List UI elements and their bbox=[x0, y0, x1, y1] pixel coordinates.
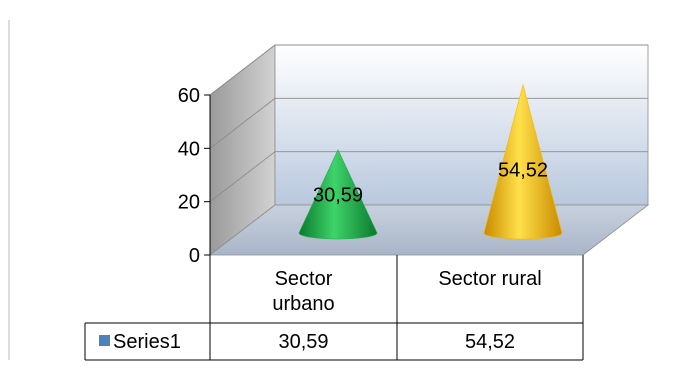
data-label: 54,52 bbox=[498, 160, 548, 182]
category-label: urbano bbox=[272, 293, 334, 315]
cones bbox=[298, 83, 563, 240]
category-label: Sector bbox=[275, 268, 333, 290]
y-tick-label: 20 bbox=[178, 192, 200, 214]
category-label: Sector rural bbox=[438, 268, 541, 290]
legend-marker bbox=[99, 335, 110, 346]
y-axis: 0 20 40 60 bbox=[178, 85, 211, 267]
y-tick-label: 60 bbox=[178, 85, 200, 107]
data-table: Sector urbano Sector rural Series1 30,59 54,5… bbox=[84, 255, 584, 361]
cone-2 bbox=[483, 83, 563, 240]
table-value: 54,52 bbox=[465, 331, 515, 353]
cone-1 bbox=[298, 149, 378, 240]
data-labels: 30,59 54,52 bbox=[313, 160, 548, 207]
table-value: 30,59 bbox=[278, 331, 328, 353]
floor bbox=[208, 204, 650, 256]
y-tick-label: 0 bbox=[189, 245, 200, 267]
cone-body bbox=[483, 83, 563, 240]
gridline bbox=[209, 44, 648, 96]
cone-body bbox=[298, 149, 378, 240]
data-label: 30,59 bbox=[313, 184, 363, 206]
series-name: Series1 bbox=[113, 331, 181, 353]
y-tick-label: 40 bbox=[178, 138, 200, 160]
